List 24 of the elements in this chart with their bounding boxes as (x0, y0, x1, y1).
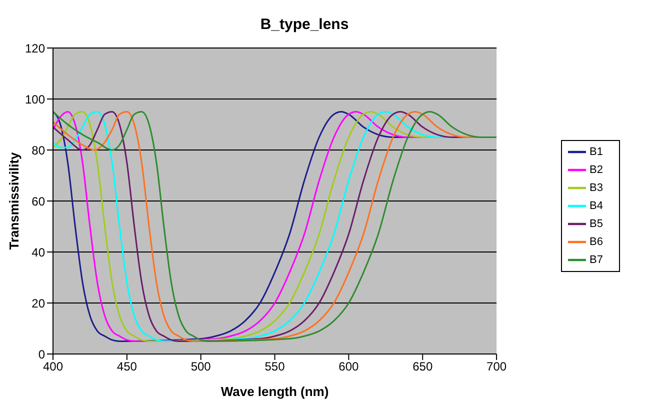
y-tick-label: 20 (32, 296, 46, 310)
chart-title: B_type_lens (259, 16, 350, 33)
x-tick-label: 600 (338, 360, 360, 374)
x-tick-label: 550 (264, 360, 286, 374)
x-axis-title: Wave length (nm) (220, 384, 329, 399)
legend-label: B2 (590, 164, 603, 176)
legend-label: B7 (590, 254, 603, 266)
y-tick-label: 120 (24, 41, 46, 56)
legend-label: B3 (590, 182, 603, 194)
legend-label: B1 (590, 146, 603, 158)
y-tick-label: 100 (24, 92, 46, 106)
x-tick-label: 500 (190, 360, 212, 374)
y-tick-label: 40 (32, 245, 46, 260)
x-tick-label: 400 (42, 360, 64, 374)
x-tick-label: 700 (486, 360, 507, 374)
legend-label: B5 (590, 218, 603, 230)
y-tick-label: 80 (32, 143, 46, 158)
y-tick-label: 60 (32, 194, 46, 208)
x-tick-label: 650 (412, 360, 433, 374)
x-tick-label: 450 (116, 360, 138, 374)
legend-label: B4 (590, 200, 603, 212)
y-axis-title: Transmissivility (6, 151, 22, 250)
y-tick-label: 0 (38, 347, 46, 362)
legend-label: B6 (590, 236, 603, 248)
